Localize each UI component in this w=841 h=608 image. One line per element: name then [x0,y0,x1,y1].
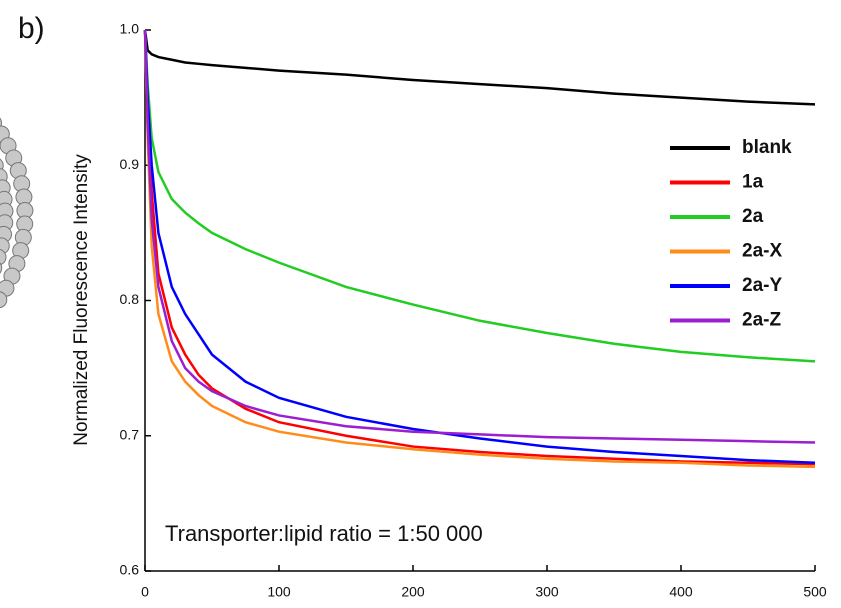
x-tick-label: 500 [803,584,827,600]
y-axis-label: Normalized Fluorescence Intensity [71,154,92,446]
legend-label: blank [742,137,792,158]
x-tick-label: 100 [267,584,291,600]
vesicle-bead [0,262,3,274]
legend-label: 2a-X [742,241,782,262]
y-tick-label: 0.8 [120,291,140,307]
x-tick-label: 0 [141,584,149,600]
series-line [143,29,816,444]
annotation: Transporter:lipid ratio = 1:50 000 [165,521,483,546]
y-tick-label: 0.6 [120,562,140,578]
legend-label: 1a [742,172,764,193]
series-line [143,29,816,363]
series-line [143,29,816,469]
series-line [143,29,816,466]
legend-label: 2a-Y [742,275,782,296]
y-tick-label: 0.9 [120,156,140,172]
series-line [143,29,816,106]
y-tick-label: 1.0 [120,21,140,37]
x-tick-label: 200 [401,584,425,600]
vesicle-bead [0,291,8,309]
x-tick-label: 300 [535,584,559,600]
vesicle-bead [0,117,2,129]
panel-label: b) [18,12,45,45]
y-tick-label: 0.7 [120,426,140,442]
x-tick-label: 400 [669,584,693,600]
series-line [143,29,816,465]
legend-label: 2a [742,206,764,227]
legend-label: 2a-Z [742,310,781,331]
vesicle-bead [0,248,7,266]
